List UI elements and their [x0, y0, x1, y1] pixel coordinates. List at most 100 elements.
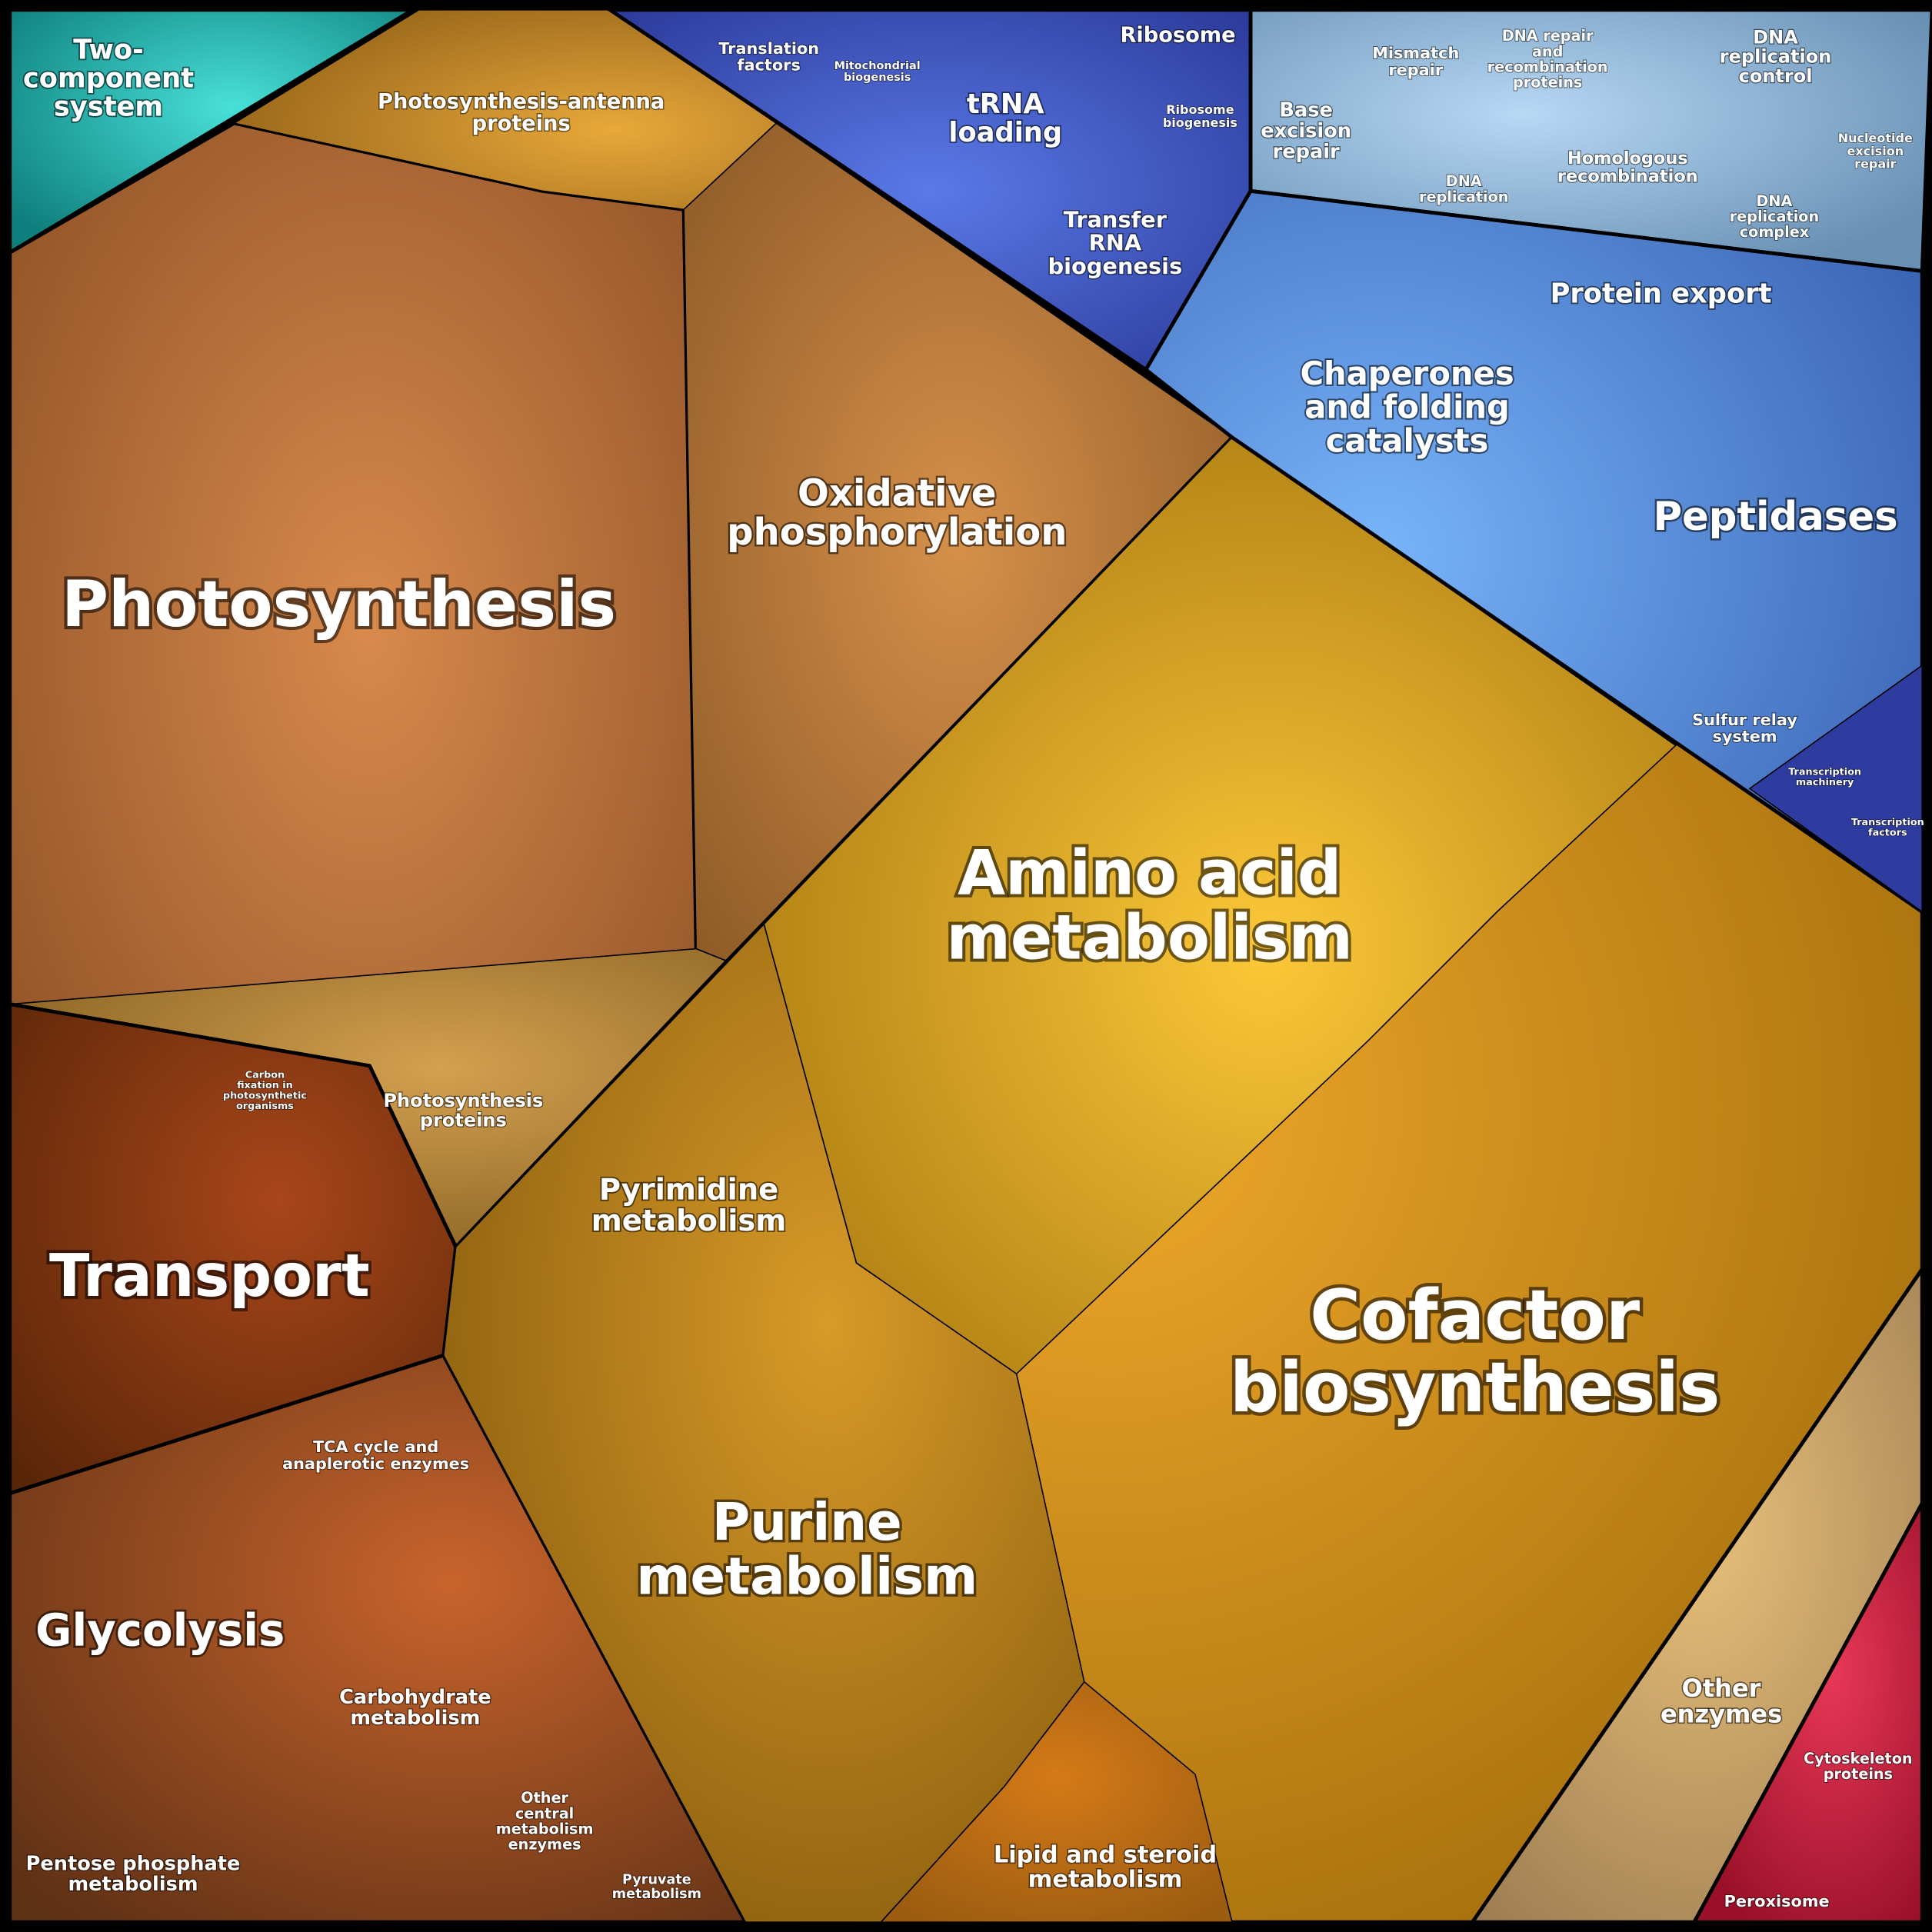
label-line: metabolism: [591, 1204, 787, 1238]
label-line: Transcription: [1851, 817, 1924, 828]
label-line: proteins: [1824, 1765, 1893, 1783]
cell-label: tRNA loading: [948, 88, 1062, 148]
label-line: DNA: [1753, 26, 1798, 48]
cell-label: Pyruvate metabolism: [612, 1872, 701, 1902]
label-line: organisms: [236, 1101, 294, 1112]
label-line: proteins: [472, 112, 571, 135]
label-line: central: [515, 1804, 574, 1822]
label-line: replication: [1419, 188, 1508, 205]
labels: Two-component system Photosynthesis-antenn…: [22, 22, 1924, 1911]
label-line: Pyruvate: [622, 1872, 691, 1887]
cell-label: Glycolysis: [35, 1604, 285, 1657]
cell-label: DNA repair and recombination proteins: [1487, 27, 1608, 92]
cell-label: Base excision repair: [1261, 99, 1351, 164]
label-line: TCA cycle and: [313, 1437, 438, 1456]
region: [1748, 664, 1923, 914]
label-line: metabolism: [1028, 1867, 1183, 1894]
cell-label: Two-component system: [23, 34, 194, 122]
label-line: repair: [1273, 140, 1340, 163]
label-line: system: [1712, 728, 1777, 746]
region: [879, 1681, 1234, 1923]
label-line: RNA: [1089, 230, 1142, 256]
region: [442, 922, 1085, 1923]
label-line: system: [54, 91, 163, 122]
label-line: Pyrimidine: [599, 1172, 778, 1207]
cell-label: DNA replication control: [1720, 26, 1832, 86]
label-line: Other: [1682, 1674, 1761, 1703]
label-line: Nucleotide: [1838, 131, 1913, 145]
label-line: DNA: [1756, 192, 1792, 210]
cell-label: Cytoskeleton proteins: [1804, 1750, 1912, 1783]
label-line: biogenesis: [844, 72, 911, 84]
cell-label: Chaperones and folding catalysts: [1300, 355, 1514, 459]
cell-label: DNA replication: [1419, 172, 1508, 205]
region: [1690, 1502, 1924, 1924]
label-line: metabolism: [946, 901, 1353, 973]
label-line: Other: [521, 1789, 568, 1807]
label-line: Lipid and steroid: [994, 1842, 1217, 1869]
cell-label: TCA cycle and anaplerotic enzymes: [282, 1437, 469, 1473]
label-line: proteins: [420, 1109, 507, 1131]
label-line: Transfer: [1064, 206, 1168, 232]
label-line: Photosynthesis: [383, 1090, 543, 1111]
cell-label: Cofactor biosynthesis: [1230, 1276, 1720, 1428]
cell-label: Carbon fixation in photosynthetic organisms: [223, 1069, 307, 1111]
label-line: repair: [1854, 157, 1897, 172]
cell-label: Pentose phosphate metabolism: [26, 1852, 241, 1896]
cell-label: Lipid and steroid metabolism: [994, 1842, 1217, 1894]
label-line: DNA repair: [1502, 27, 1594, 45]
label-line: catalysts: [1326, 421, 1489, 459]
label-line: loading: [948, 117, 1062, 148]
regions: [8, 8, 1932, 1924]
label-line: Carbon: [245, 1069, 285, 1081]
label-line: metabolism: [636, 1547, 978, 1607]
label-line: Mismatch: [1372, 44, 1459, 62]
label-line: DNA: [1446, 172, 1482, 190]
cell-label: Transfer RNA biogenesis: [1048, 206, 1182, 279]
label-line: Carbohydrate: [339, 1686, 491, 1709]
cell-label: Pyrimidine metabolism: [591, 1172, 787, 1237]
label-line: enzymes: [1661, 1700, 1782, 1729]
cell-label: Purine metabolism: [636, 1492, 978, 1607]
label-line: Transport: [49, 1242, 370, 1311]
label-line: Protein export: [1551, 278, 1772, 310]
cell-label: Nucleotide excision repair: [1838, 131, 1913, 172]
cell-label: Photosynthesis proteins: [383, 1090, 543, 1131]
label-line: Photosynthesis-antenna: [378, 90, 665, 114]
label-line: Sulfur relay: [1692, 711, 1797, 729]
label-line: proteins: [1513, 74, 1582, 92]
label-line: replication: [1730, 208, 1819, 225]
label-line: recombination: [1487, 58, 1608, 76]
label-line: recombination: [1557, 166, 1698, 186]
label-line: Cytoskeleton: [1804, 1750, 1912, 1767]
label-line: Glycolysis: [35, 1604, 285, 1657]
label-line: replication: [1720, 46, 1832, 68]
region: [8, 8, 420, 256]
cell-label: Oxidative phosphorylation: [727, 472, 1067, 554]
label-line: and: [1532, 42, 1563, 60]
label-line: biosynthesis: [1230, 1348, 1720, 1428]
label-line: enzymes: [508, 1836, 581, 1854]
cell-label: Photosynthesis: [62, 567, 616, 641]
label-line: fixation in: [237, 1080, 293, 1091]
label-line: control: [1739, 65, 1813, 87]
label-line: excision: [1847, 144, 1904, 158]
label-line: Ribosome: [1120, 23, 1235, 47]
cell-label: Peptidases: [1653, 494, 1897, 540]
label-line: Homologous: [1567, 148, 1688, 168]
label-line: machinery: [1796, 777, 1854, 788]
label-line: biogenesis: [1163, 115, 1237, 130]
label-line: Translation: [718, 39, 819, 58]
cell-label: Carbohydrate metabolism: [339, 1686, 491, 1730]
label-line: Ribosome: [1166, 102, 1234, 117]
label-line: tRNA: [967, 88, 1044, 120]
label-line: photosynthetic: [223, 1090, 307, 1101]
cell-label: Photosynthesis-antenna proteins: [378, 90, 665, 136]
label-line: metabolism: [68, 1873, 198, 1896]
label-line: Amino acid: [958, 837, 1341, 908]
region: [1143, 188, 1924, 916]
label-line: Peptidases: [1653, 494, 1897, 540]
label-line: metabolism: [350, 1707, 480, 1730]
label-line: anaplerotic enzymes: [282, 1454, 469, 1473]
